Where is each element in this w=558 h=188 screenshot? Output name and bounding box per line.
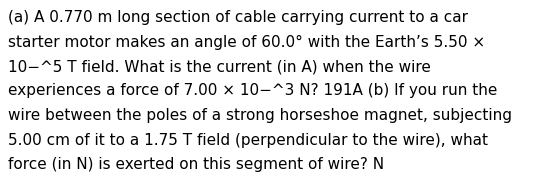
Text: starter motor makes an angle of 60.0° with the Earth’s 5.50 ×: starter motor makes an angle of 60.0° wi…: [8, 35, 485, 49]
Text: experiences a force of 7.00 × 10−^3 N? 191A (b) If you run the: experiences a force of 7.00 × 10−^3 N? 1…: [8, 83, 497, 99]
Text: (a) A 0.770 m long section of cable carrying current to a car: (a) A 0.770 m long section of cable carr…: [8, 10, 468, 25]
Text: 5.00 cm of it to a 1.75 T field (perpendicular to the wire), what: 5.00 cm of it to a 1.75 T field (perpend…: [8, 133, 488, 148]
Text: wire between the poles of a strong horseshoe magnet, subjecting: wire between the poles of a strong horse…: [8, 108, 512, 123]
Text: force (in N) is exerted on this segment of wire? N: force (in N) is exerted on this segment …: [8, 157, 384, 172]
Text: 10−^5 T field. What is the current (in A) when the wire: 10−^5 T field. What is the current (in A…: [8, 59, 431, 74]
